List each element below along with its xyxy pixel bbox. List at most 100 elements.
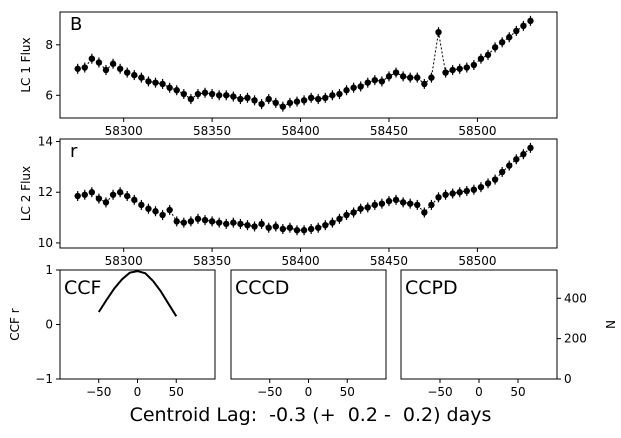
panel-1-data-point bbox=[364, 79, 371, 86]
panel-1-data-point bbox=[343, 87, 350, 94]
panel-2-x-tick-label: 58300 bbox=[105, 254, 143, 268]
panel-2-data-point bbox=[201, 216, 209, 224]
panel-2-data-point bbox=[124, 192, 131, 200]
panel-1-data-point bbox=[442, 69, 449, 76]
panel-1-data-point bbox=[371, 76, 379, 84]
panel-2-data-point bbox=[315, 224, 322, 231]
panel-2-x-tick-label: 58500 bbox=[458, 254, 496, 268]
panel-4-panel-label: CCCD bbox=[235, 277, 289, 299]
panel-1-data-point bbox=[322, 94, 329, 102]
panel-2-data-point bbox=[406, 200, 414, 207]
panel-1-y-axis-label: LC 1 Flux bbox=[19, 37, 33, 92]
panel-2-data-point bbox=[491, 176, 499, 183]
panel-1-data-point bbox=[378, 78, 386, 85]
panel-5-y-tick-label: 0 bbox=[564, 372, 572, 386]
panel-1-data-point bbox=[491, 44, 499, 51]
panel-2-data-point bbox=[428, 201, 435, 209]
panel-2-data-point bbox=[293, 227, 301, 234]
panel-2-data-point bbox=[463, 187, 470, 195]
panel-2-data-point bbox=[230, 219, 237, 226]
panel-1-data-point bbox=[88, 55, 96, 62]
panel-1-data-point bbox=[201, 89, 209, 96]
panel-2-data-point bbox=[215, 219, 223, 226]
panel-2-data-point bbox=[145, 205, 152, 212]
panel-1-data-point bbox=[138, 74, 145, 81]
panel-2-data-point bbox=[322, 221, 329, 229]
panel-5-x-tick-label: 50 bbox=[510, 385, 525, 399]
panel-2-data-point bbox=[81, 191, 88, 198]
panel-2-data-point bbox=[421, 209, 428, 216]
panel-1-x-tick-label: 58400 bbox=[281, 124, 319, 138]
panel-1-data-point bbox=[173, 87, 180, 94]
panel-1-data-point bbox=[159, 80, 166, 88]
panel-2-data-point bbox=[435, 194, 442, 201]
panel-3-y-tick-label: 1 bbox=[45, 263, 53, 277]
panel-1-data-point bbox=[272, 99, 279, 107]
panel-1-x-tick-label: 58500 bbox=[458, 124, 496, 138]
panel-2-data-point bbox=[237, 220, 244, 228]
panel-2-data-point bbox=[378, 200, 386, 207]
panel-1-data-point bbox=[498, 39, 506, 46]
panel-2-panel-label: r bbox=[70, 141, 78, 162]
panel-1-data-point bbox=[208, 90, 216, 98]
panel-1-data-point bbox=[223, 92, 230, 99]
panel-2-data-point bbox=[74, 192, 81, 200]
panel-1-data-point bbox=[414, 74, 421, 81]
panel-1-y-tick-label: 6 bbox=[45, 88, 53, 102]
panel-2-x-tick-label: 58450 bbox=[370, 254, 408, 268]
panel-2-data-point bbox=[449, 190, 456, 197]
panel-1-data-point bbox=[506, 34, 513, 41]
panel-1-data-point bbox=[95, 59, 103, 66]
panel-3-y-tick-label: 0 bbox=[45, 318, 53, 332]
panel-3-y-tick-label: −1 bbox=[35, 372, 53, 386]
panel-2-data-point bbox=[251, 223, 258, 230]
panel-2-data-point bbox=[173, 218, 180, 225]
panel-4-x-tick-label: −50 bbox=[257, 385, 282, 399]
panel-1-data-point bbox=[166, 84, 173, 91]
panel-2-data-point bbox=[343, 211, 350, 219]
panel-4-x-tick-label: 50 bbox=[340, 385, 355, 399]
x-axis-caption: Centroid Lag: -0.3 (+ 0.2 - 0.2) days bbox=[129, 404, 492, 426]
panel-3-x-tick-label: 50 bbox=[169, 385, 184, 399]
panel-2-connect-line bbox=[77, 147, 531, 231]
panel-2-data-point bbox=[159, 211, 166, 219]
panel-1-y-tick-label: 8 bbox=[45, 38, 53, 52]
panel-2-y-tick-label: 10 bbox=[38, 236, 53, 250]
panel-2-data-point bbox=[484, 180, 492, 187]
panel-1-data-point bbox=[230, 93, 237, 100]
panel-1-data-point bbox=[399, 73, 407, 80]
panel-2-data-point bbox=[180, 219, 188, 226]
panel-2-data-point bbox=[244, 221, 251, 229]
panel-1-data-point bbox=[435, 28, 442, 36]
panel-3-ccf-line bbox=[97, 270, 178, 317]
panel-1-data-point bbox=[265, 95, 272, 103]
panel-1-data-point bbox=[81, 64, 88, 71]
panel-2-data-point bbox=[286, 224, 294, 231]
panel-2-data-point bbox=[470, 186, 478, 193]
panel-2-data-point bbox=[527, 144, 534, 152]
panel-2-data-point bbox=[336, 215, 343, 223]
panel-2-data-point bbox=[442, 191, 449, 198]
panel-1-x-tick-label: 58450 bbox=[370, 124, 408, 138]
panel-2-data-point bbox=[265, 224, 272, 231]
panel-1-data-point bbox=[187, 95, 195, 103]
panel-1-data-point bbox=[406, 74, 414, 81]
panel-1-data-point bbox=[152, 79, 159, 86]
panel-2-data-point bbox=[350, 209, 357, 216]
panel-1-x-tick-label: 58300 bbox=[105, 124, 143, 138]
panel-1-data-point bbox=[300, 97, 308, 104]
panel-1-data-point bbox=[428, 74, 435, 81]
panel-2-data-point bbox=[131, 196, 138, 204]
panel-2-y-tick-label: 14 bbox=[38, 135, 53, 149]
panel-2-data-point bbox=[456, 189, 463, 196]
panel-2-data-point bbox=[223, 220, 230, 228]
panel-1-data-point bbox=[527, 17, 534, 25]
panel-1-data-point bbox=[279, 103, 287, 110]
panel-3-y-axis-label: CCF r bbox=[8, 308, 22, 340]
panel-2-data-point bbox=[498, 168, 506, 176]
panel-1-data-point bbox=[180, 90, 188, 98]
panel-5-panel-label: CCPD bbox=[405, 277, 458, 299]
panel-1-data-point bbox=[116, 65, 124, 72]
panel-2-data-point bbox=[138, 201, 145, 209]
panel-2-x-tick-label: 58350 bbox=[193, 254, 231, 268]
